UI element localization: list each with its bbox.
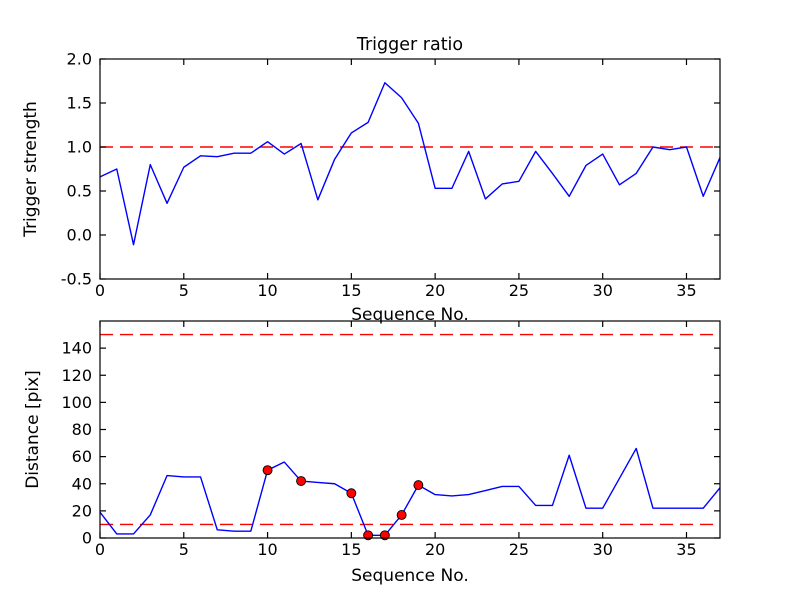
y-tick-label: 100 — [61, 393, 92, 412]
x-axis-label: Sequence No. — [351, 566, 468, 586]
y-tick-label: 1.0 — [67, 138, 92, 157]
trigger-event-dot — [396, 509, 407, 520]
x-tick-label: 20 — [425, 281, 445, 300]
x-tick-label: 30 — [593, 281, 613, 300]
x-tick-label: 0 — [95, 540, 105, 559]
x-axis-label: Sequence No. — [351, 305, 468, 325]
y-tick-label: 40 — [72, 474, 92, 493]
x-tick-label: 35 — [676, 540, 696, 559]
y-tick-label: 0 — [82, 529, 92, 548]
x-tick-label: 5 — [179, 540, 189, 559]
trigger-strength-line — [99, 82, 721, 246]
x-tick-label: 30 — [593, 540, 613, 559]
y-tick-label: 0.0 — [67, 226, 92, 245]
y-tick-label: 1.5 — [67, 94, 92, 113]
axes-frame — [99, 58, 721, 280]
distance-line — [99, 447, 721, 536]
trigger-event-dot — [296, 476, 307, 486]
x-tick-label: 20 — [425, 540, 445, 559]
y-tick-label: 20 — [72, 501, 92, 520]
top-subplot: 0 5 10 15 20 25 30 35 -0.5 0.0 0.5 1.0 1.5 2.0 Trigger… — [21, 35, 721, 325]
trigger-event-dot — [346, 488, 357, 499]
plot-area — [100, 321, 720, 538]
x-tick-label: 10 — [257, 540, 277, 559]
x-tick-label: 15 — [341, 281, 361, 300]
y-tick-label: 0.5 — [67, 182, 92, 201]
x-tick-label: 0 — [95, 281, 105, 300]
y-tick-label: 60 — [72, 447, 92, 466]
x-tick-label: 5 — [179, 281, 189, 300]
y-tick-label: 80 — [72, 420, 92, 439]
y-tick-label: 120 — [61, 366, 92, 385]
x-tick-label: 25 — [509, 540, 529, 559]
y-tick-label: -0.5 — [61, 270, 92, 289]
x-tick-label: 10 — [257, 281, 277, 300]
bottom-subplot: 0 5 10 15 20 25 30 35 0 20 40 60 80 100 120 140 Sequence… — [23, 320, 721, 586]
x-tick-label: 25 — [509, 281, 529, 300]
plot-area — [100, 59, 720, 279]
y-tick-label: 2.0 — [67, 50, 92, 69]
trigger-event-dot — [413, 480, 424, 491]
trigger-event-dot — [262, 465, 273, 476]
y-tick-label: 140 — [61, 339, 92, 358]
y-axis-label: Trigger strength — [21, 101, 41, 238]
x-tick-label: 15 — [341, 540, 361, 559]
chart-title: Trigger ratio — [356, 35, 463, 55]
y-axis-label: Distance [pix] — [23, 370, 43, 489]
x-tick-label: 35 — [676, 281, 696, 300]
